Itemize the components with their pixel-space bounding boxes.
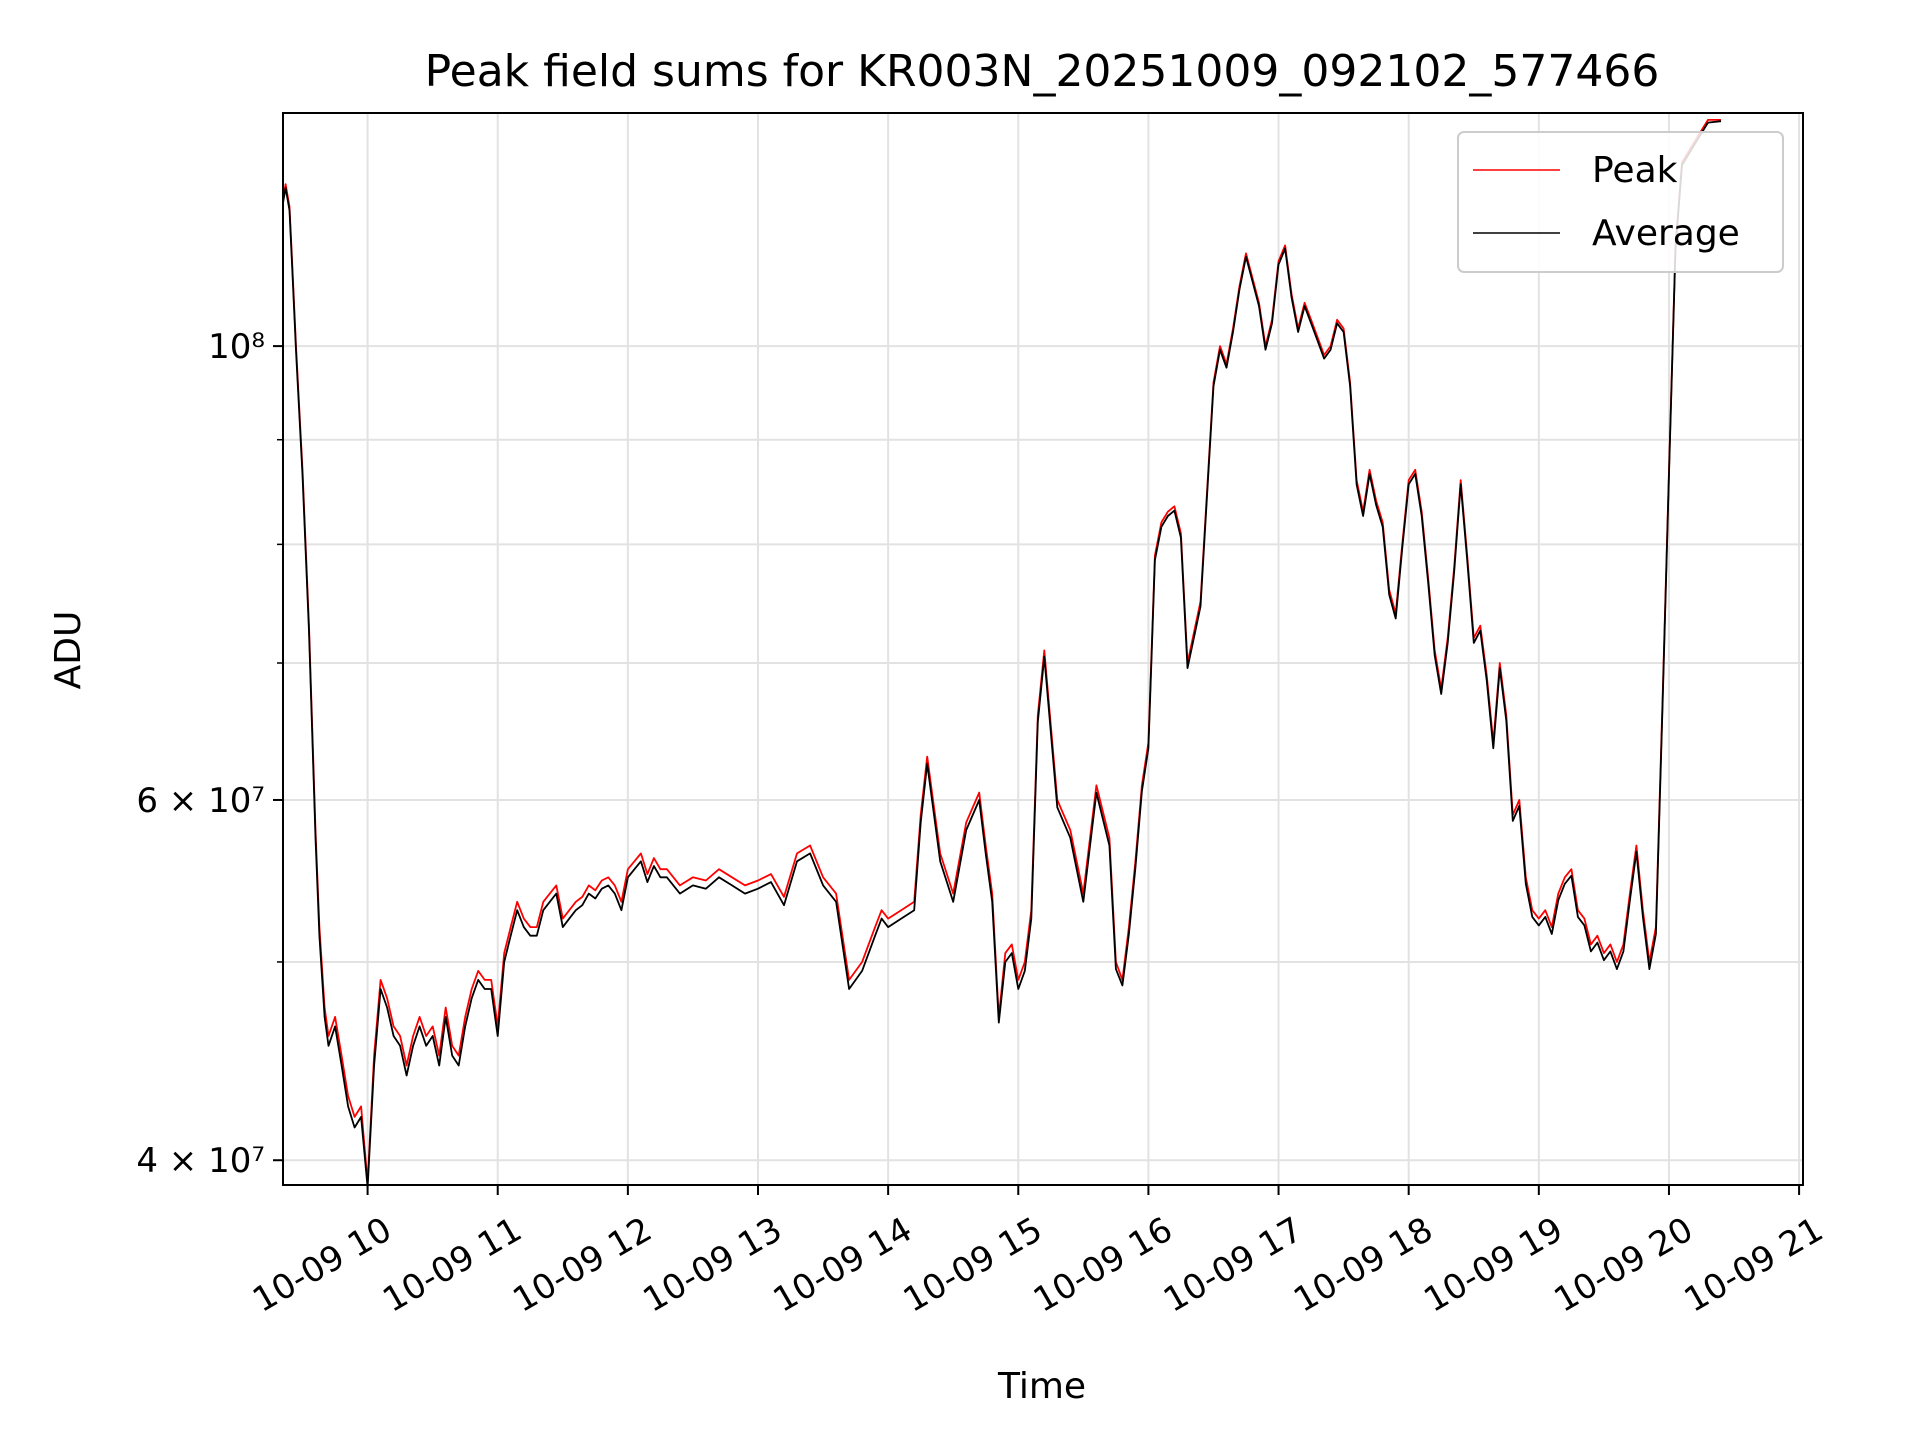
x-axis-label: Time — [997, 1366, 1086, 1407]
plot-frame — [282, 112, 1804, 1186]
chart-title: Peak field sums for KR003N_20251009_0921… — [425, 46, 1660, 97]
legend-label-peak: Peak — [1592, 150, 1678, 191]
legend-box — [1457, 131, 1784, 273]
y-tick-label: 10⁸ — [208, 327, 265, 367]
legend-label-average: Average — [1592, 213, 1740, 254]
legend: Peak Average — [1457, 131, 1784, 273]
y-axis-label: ADU — [48, 611, 89, 690]
series-line-average — [282, 120, 1722, 1189]
y-tick-label: 4 × 10⁷ — [136, 1141, 265, 1181]
grid — [283, 113, 1803, 1185]
y-tick-label: 6 × 10⁷ — [136, 781, 265, 821]
plot-series — [282, 119, 1722, 1189]
